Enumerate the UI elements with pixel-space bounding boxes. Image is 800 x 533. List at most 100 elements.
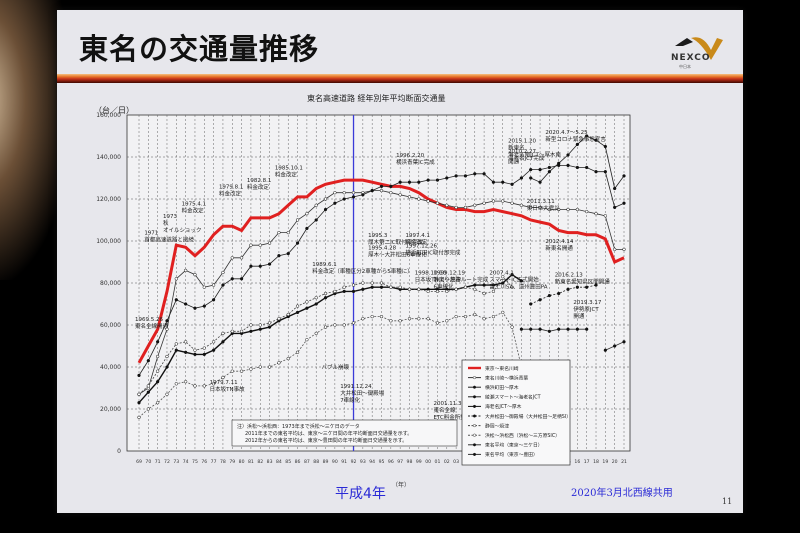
x-tick-label: 01 <box>435 459 441 465</box>
event-annotation: 1997.4.1 料金改定 <box>405 233 430 246</box>
event-annotation: 1969.5.26 東名全線開通 <box>135 317 169 330</box>
legend-entry: 綾瀬スマート～海老名JCT <box>485 394 541 401</box>
event-annotation: 2010.2.27 海老名JCT完成 <box>508 149 545 162</box>
legend-entry: 東名平均（東京～豊田） <box>485 451 538 458</box>
title-underline-bar <box>57 74 743 83</box>
legend-entry: 東名川崎～横浜青葉 <box>485 374 528 381</box>
event-annotation: 1995.3 厚木第二IC取付部完成 <box>368 233 423 246</box>
event-annotation: 1979.7.11 日本坂TN事故 <box>210 380 245 393</box>
series-line <box>529 134 626 191</box>
event-annotation: 1991.12.24 大井松田～御殿場 7車線化 <box>340 384 385 404</box>
event-annotation: 1999.12.19 静岡～焼津 6車線化 <box>433 271 465 291</box>
x-tick-label: 83 <box>267 459 273 465</box>
nexco-chevron-icon <box>675 37 723 60</box>
credit-note: 2020年3月北西線共用 <box>571 488 673 499</box>
y-tick-label: 160,000 <box>96 112 121 119</box>
event-annotation: 2020.4.7～5.25 新型コロナ緊急事態宣言 <box>545 130 606 143</box>
event-annotation: 1979.8.1 料金改定 <box>219 185 244 198</box>
x-tick-label: 69 <box>136 459 142 465</box>
x-tick-label: 81 <box>248 459 254 465</box>
event-annotation: 2019.3.17 伊勢原JCT 開通 <box>573 300 601 320</box>
event-annotation: 1997.12.26 横浜町田IC取付部完成 <box>405 243 460 256</box>
event-annotation: 2007.4.1 スマートIC正式開始富士川SA、遠州豊田PA <box>489 271 547 291</box>
y-axis-unit: （台／日） <box>94 106 134 115</box>
event-annotation: 1982.8.1 料金改定 <box>247 178 272 191</box>
event-annotation: 1995.4.28 厚木～大井松田6車線化 <box>368 245 427 258</box>
event-annotation: 1973 秋オイルショック <box>163 214 202 234</box>
x-tick-label: 75 <box>192 459 198 465</box>
x-tick-label: 93 <box>360 459 366 465</box>
series-line <box>519 327 589 333</box>
y-tick-label: 100,000 <box>96 238 121 245</box>
y-tick-label: 40,000 <box>100 364 121 371</box>
x-tick-label: 86 <box>295 459 301 465</box>
y-tick-label: 60,000 <box>100 322 121 329</box>
series-line <box>529 283 598 306</box>
event-annotation: 1989.6.1 料金改定（車種区分2車種から5車種に） <box>312 262 413 275</box>
x-tick-label: 95 <box>379 459 385 465</box>
svg-text:注）浜松～浜松西：1973年まで浜松～三ケ日のデータ: 注）浜松～浜松西：1973年まで浜松～三ケ日のデータ <box>237 423 360 430</box>
x-tick-label: 00 <box>425 459 431 465</box>
x-axis-unit: （年） <box>392 482 411 489</box>
legend-entry: 東名平均（東京～三ケ日） <box>485 442 543 449</box>
event-annotation: バブル崩壊 <box>322 363 350 371</box>
page-number: 11 <box>722 497 733 506</box>
event-annotation: 2015.1.20 新東名海老名南JCT～厚木南開通 <box>508 138 561 165</box>
x-tick-label: 80 <box>239 459 245 465</box>
event-annotation: 1996.2.20 横浜青葉IC完成 <box>396 153 435 166</box>
x-tick-label: 19 <box>602 459 608 465</box>
legend-entry: 静岡～焼津 <box>485 422 509 429</box>
x-tick-label: 72 <box>164 459 170 465</box>
x-tick-label: 20 <box>612 459 618 465</box>
x-tick-label: 17 <box>584 459 590 465</box>
y-tick-label: 120,000 <box>96 196 121 203</box>
x-tick-label: 21 <box>621 459 627 465</box>
x-tick-label: 77 <box>211 459 217 465</box>
x-tick-label: 71 <box>155 459 161 465</box>
x-tick-label: 76 <box>201 459 207 465</box>
event-annotation: 1975.4.1 料金改定 <box>182 201 207 214</box>
legend-entry: 大井松田～御殿場（大井松田～足柄SI） <box>485 413 571 420</box>
x-tick-label: 16 <box>574 459 580 465</box>
svg-text:2011年までの東名平均は、東京～三ケ日間の年平均断面日交通: 2011年までの東名平均は、東京～三ケ日間の年平均断面日交通量を示す。 <box>245 430 412 437</box>
series-line <box>137 310 524 420</box>
event-annotation: 1985.10.1 料金改定 <box>275 166 303 179</box>
x-tick-label: 97 <box>397 459 403 465</box>
event-annotation: 1998.10.10 日本坂TN上り左右ルート完成 <box>415 271 489 284</box>
series-line <box>137 188 626 396</box>
y-tick-label: 140,000 <box>96 154 121 161</box>
x-tick-label: 96 <box>388 459 394 465</box>
x-tick-label: 90 <box>332 459 338 465</box>
x-tick-label: 70 <box>145 459 151 465</box>
slide-title: 東名の交通量推移 <box>79 32 320 66</box>
y-tick-label: 0 <box>117 448 121 455</box>
x-tick-label: 99 <box>416 459 422 465</box>
legend-entry: 東京～東名川崎 <box>485 365 519 372</box>
x-tick-label: 73 <box>173 459 179 465</box>
x-tick-label: 03 <box>453 459 459 465</box>
logo-brand: NEXCO <box>671 53 711 63</box>
x-tick-label: 89 <box>323 459 329 465</box>
x-tick-label: 94 <box>369 459 375 465</box>
series-line <box>137 178 625 364</box>
x-tick-label: 91 <box>341 459 347 465</box>
series-line <box>137 163 626 378</box>
nexco-logo: NEXCO 中日本 <box>647 30 737 70</box>
x-tick-label: 92 <box>351 459 357 465</box>
legend-entry: 海老名JCT～厚木 <box>485 403 522 410</box>
y-tick-label: 20,000 <box>100 406 121 413</box>
presentation-slide: 東名の交通量推移 NEXCO 中日本 東名高速道路 経年別年平均断面交通量 （台… <box>57 10 743 513</box>
x-tick-label: 02 <box>444 459 450 465</box>
series-line <box>603 340 626 352</box>
y-tick-label: 80,000 <box>100 280 121 287</box>
svg-text:2012年からの東名平均は、東京～豊田間の年平均断面日交通量: 2012年からの東名平均は、東京～豊田間の年平均断面日交通量を示す。 <box>245 437 407 444</box>
x-tick-label: 74 <box>183 459 189 465</box>
legend-entry: 横浜町田～厚木 <box>485 384 519 391</box>
note-box: 注）浜松～浜松西：1973年まで浜松～三ケ日のデータ2011年までの東名平均は、… <box>231 419 458 447</box>
event-annotation: 1971 首都高速道路と接続 <box>144 231 194 244</box>
series-line <box>137 275 514 396</box>
x-tick-label: 82 <box>257 459 263 465</box>
x-tick-label: 18 <box>593 459 599 465</box>
event-annotation: 2012.4.14 新東名開通 <box>545 239 573 252</box>
